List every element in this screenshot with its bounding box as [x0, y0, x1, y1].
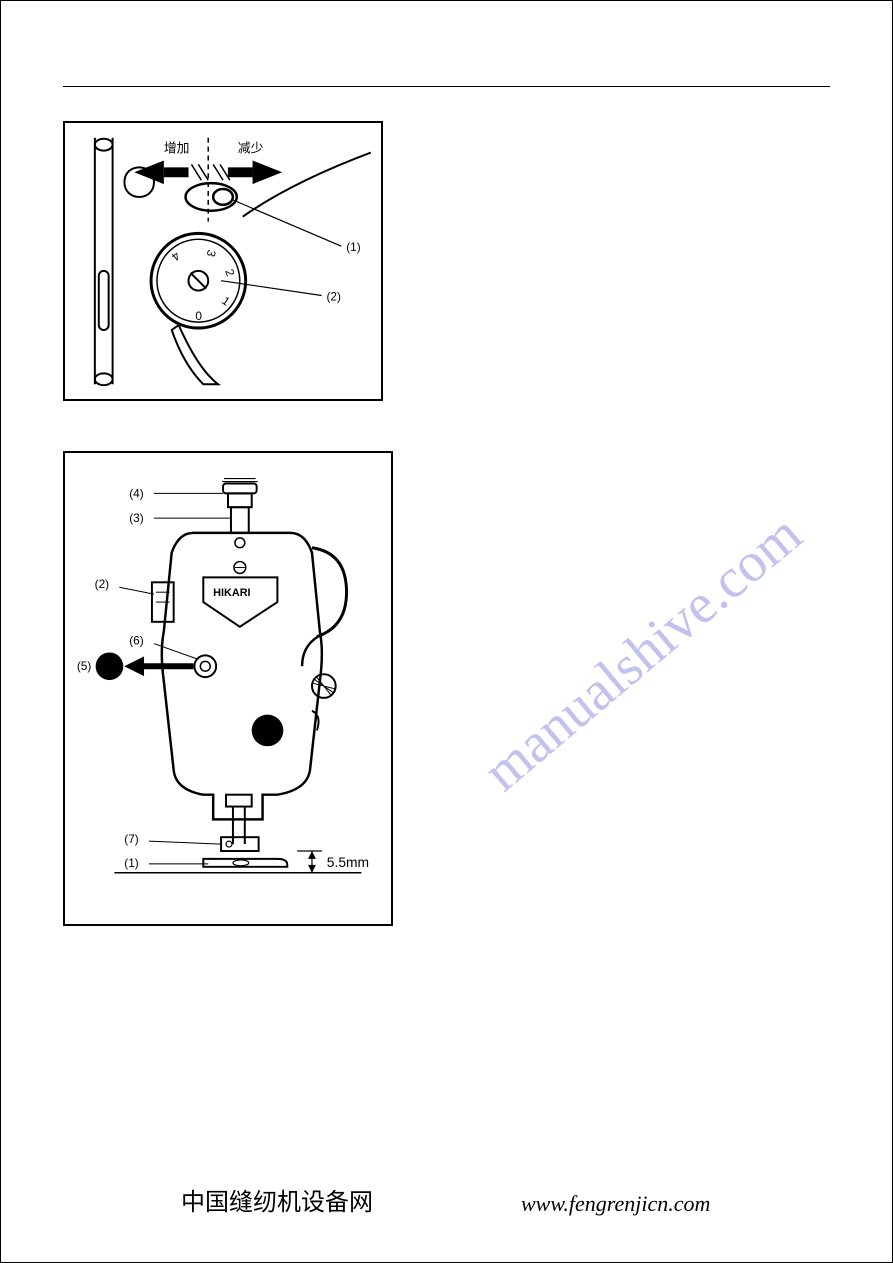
fig2-callout-5: (5) — [77, 659, 92, 673]
footer-cn: 中国缝纫机设备网 — [181, 1182, 373, 1217]
footer-url: www.fengrenjicn.com — [521, 1191, 710, 1217]
fig2-callout-3: (3) — [129, 511, 144, 525]
fig2-callout-6: (6) — [129, 634, 144, 648]
fig1-callout-2: (2) — [326, 289, 341, 303]
arrow-right — [253, 160, 283, 184]
top-rule — [63, 86, 830, 87]
figure-2: HIKARI — [63, 451, 393, 926]
figure-2-svg: HIKARI — [65, 453, 391, 924]
dimension-text: 5.5mm — [327, 854, 369, 870]
fig2-callout-4: (4) — [129, 486, 144, 500]
fig2-callout-1: (1) — [124, 856, 139, 870]
brand-text: HIKARI — [213, 587, 250, 599]
page-border: 增加 减少 0 1 2 3 4 — [0, 0, 893, 1263]
watermark-text: manualshive.com — [471, 502, 814, 804]
label-decrease: 减少 — [238, 142, 264, 156]
svg-text:3: 3 — [204, 248, 219, 258]
svg-text:4: 4 — [168, 249, 182, 264]
svg-text:0: 0 — [195, 309, 202, 323]
fig1-callout-1: (1) — [346, 240, 361, 254]
svg-text:2: 2 — [222, 267, 237, 278]
figure-1-svg: 增加 减少 0 1 2 3 4 — [65, 123, 381, 399]
figure-1: 增加 减少 0 1 2 3 4 — [63, 121, 383, 401]
arrow-left — [134, 160, 164, 184]
fig2-callout-2: (2) — [95, 577, 110, 591]
label-increase: 增加 — [164, 142, 190, 156]
fig2-callout-7: (7) — [124, 832, 139, 846]
